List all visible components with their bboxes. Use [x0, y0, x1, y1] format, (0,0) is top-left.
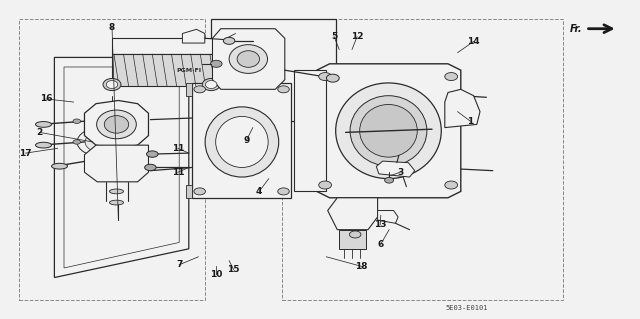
Ellipse shape [73, 119, 81, 123]
Text: 5E03-E0101: 5E03-E0101 [446, 305, 488, 311]
Ellipse shape [229, 45, 268, 73]
Text: 7: 7 [176, 260, 182, 269]
Ellipse shape [237, 51, 260, 67]
Ellipse shape [103, 78, 121, 91]
Polygon shape [112, 54, 266, 86]
Ellipse shape [216, 116, 268, 167]
Text: 8: 8 [109, 23, 115, 32]
Bar [211, 19, 336, 121]
Ellipse shape [360, 105, 417, 157]
Ellipse shape [211, 60, 222, 67]
Ellipse shape [319, 181, 332, 189]
Ellipse shape [108, 103, 116, 109]
Text: 2: 2 [36, 128, 43, 137]
Ellipse shape [85, 131, 117, 152]
Text: 11: 11 [172, 168, 184, 177]
Text: 11: 11 [172, 144, 184, 153]
Ellipse shape [36, 142, 52, 148]
Polygon shape [445, 89, 480, 128]
Ellipse shape [223, 37, 235, 44]
Ellipse shape [336, 83, 442, 179]
Ellipse shape [73, 140, 81, 144]
Ellipse shape [326, 74, 339, 82]
Polygon shape [186, 185, 192, 198]
Ellipse shape [104, 116, 129, 133]
Ellipse shape [194, 86, 205, 93]
Polygon shape [54, 57, 189, 278]
Text: 18: 18 [355, 262, 368, 271]
Text: Fr.: Fr. [570, 24, 582, 34]
Ellipse shape [445, 73, 458, 81]
Polygon shape [84, 145, 148, 182]
Polygon shape [376, 161, 415, 177]
Polygon shape [192, 83, 291, 198]
Ellipse shape [350, 96, 427, 166]
Text: 12: 12 [351, 32, 364, 41]
Ellipse shape [36, 122, 52, 127]
Polygon shape [294, 70, 326, 191]
Polygon shape [378, 211, 398, 223]
Ellipse shape [278, 188, 289, 195]
Text: 14: 14 [467, 37, 480, 46]
Text: 13: 13 [374, 220, 387, 229]
Text: 3: 3 [397, 168, 403, 177]
Text: 15: 15 [227, 265, 240, 274]
Ellipse shape [202, 78, 220, 91]
Polygon shape [186, 83, 192, 96]
Ellipse shape [77, 128, 125, 156]
Ellipse shape [109, 200, 124, 205]
Ellipse shape [51, 163, 68, 169]
Ellipse shape [278, 86, 289, 93]
Ellipse shape [205, 107, 279, 177]
Ellipse shape [194, 188, 205, 195]
Ellipse shape [385, 177, 394, 183]
Text: 5: 5 [331, 32, 337, 41]
Text: 17: 17 [19, 149, 32, 158]
Ellipse shape [97, 110, 136, 139]
Polygon shape [317, 64, 461, 198]
Ellipse shape [445, 181, 458, 189]
Polygon shape [212, 29, 285, 89]
Ellipse shape [147, 151, 158, 157]
Ellipse shape [349, 231, 361, 238]
Text: 16: 16 [40, 94, 52, 103]
Text: 9: 9 [243, 136, 250, 145]
Polygon shape [328, 198, 378, 230]
Ellipse shape [106, 80, 118, 89]
Ellipse shape [109, 189, 124, 194]
Polygon shape [112, 38, 269, 54]
Text: 10: 10 [210, 270, 223, 279]
Ellipse shape [205, 80, 217, 89]
Text: PGM·FI: PGM·FI [176, 68, 202, 73]
Ellipse shape [319, 73, 332, 81]
Text: 4: 4 [256, 187, 262, 196]
Polygon shape [182, 29, 205, 43]
Polygon shape [84, 100, 148, 148]
Text: 6: 6 [378, 240, 384, 249]
Polygon shape [339, 230, 366, 249]
Ellipse shape [145, 164, 156, 171]
Text: 1: 1 [467, 117, 474, 126]
